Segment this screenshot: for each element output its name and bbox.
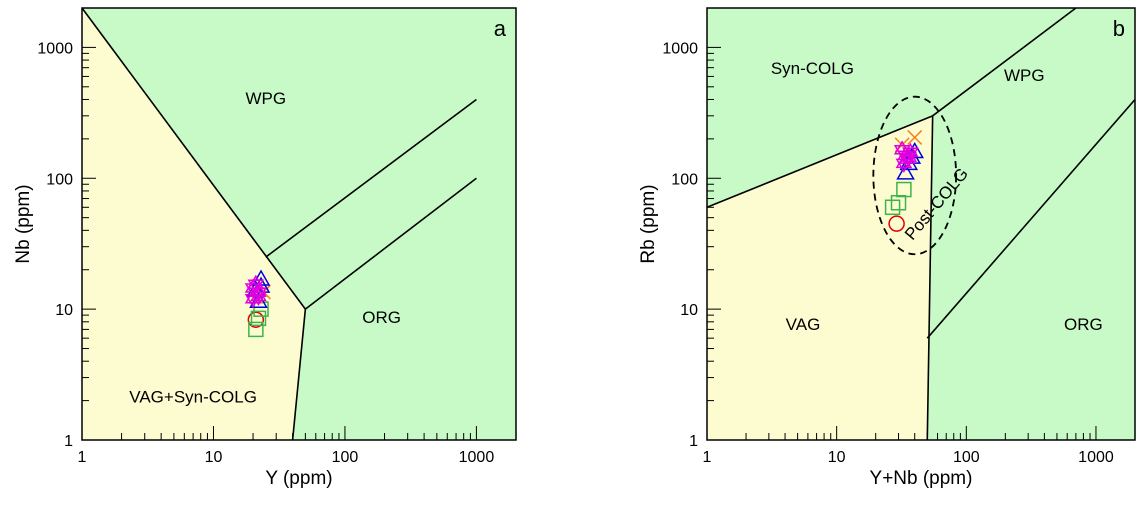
- data-point-square: [896, 181, 912, 198]
- post-colg-field-outline: [872, 95, 957, 256]
- plot-frame: [81, 7, 517, 441]
- y-tick-label: 10: [680, 302, 698, 319]
- x-tick-label: 1: [703, 449, 712, 466]
- data-point-circle: [247, 311, 265, 328]
- data-point-square: [884, 199, 901, 216]
- data-point-square: [250, 310, 267, 327]
- data-point-star: [900, 147, 918, 162]
- data-point-square: [248, 321, 264, 338]
- y-tick-label: 10: [55, 302, 73, 319]
- x-tick-label: 1000: [1078, 449, 1114, 466]
- y-tick-label: 1: [64, 433, 73, 450]
- plot-area: [707, 8, 1135, 440]
- y-tick-label: 1000: [37, 40, 73, 57]
- data-point-star: [902, 147, 919, 162]
- data-point-star: [250, 286, 267, 302]
- x-axis-title: Y+Nb (ppm): [870, 468, 973, 489]
- x-axis-title: Y (ppm): [265, 468, 332, 489]
- field-boundary-line: [304, 177, 477, 310]
- x-tick-label: 100: [332, 449, 359, 466]
- data-point-star: [902, 142, 919, 158]
- data-point-star: [895, 158, 913, 173]
- field-boundary-line: [707, 115, 933, 209]
- x-tick-label: 1: [78, 449, 87, 466]
- field-boundary-line: [926, 98, 1135, 339]
- y-tick-label: 100: [671, 171, 698, 188]
- plot-area: [82, 8, 516, 440]
- x-tick-label: 1000: [459, 449, 495, 466]
- panel-label: b: [1113, 16, 1125, 41]
- data-point-circle: [888, 215, 905, 232]
- y-axis-title: Rb (ppm): [638, 184, 659, 263]
- field-label-syn-colg: Syn-COLG: [771, 59, 854, 78]
- field-boundary-line: [291, 309, 307, 440]
- x-tick-label: 10: [205, 449, 223, 466]
- field-label-wpg: WPG: [1004, 66, 1045, 85]
- data-point-star: [244, 283, 262, 298]
- data-point-cross: [907, 129, 923, 145]
- field-boundary-line: [926, 115, 934, 440]
- x-tick-label: 100: [953, 449, 980, 466]
- data-markers: [884, 129, 925, 232]
- field-label-org: ORG: [362, 308, 401, 327]
- y-tick-label: 1000: [662, 40, 698, 57]
- x-tick-label: 10: [828, 449, 846, 466]
- data-point-triangle: [896, 163, 915, 180]
- data-point-star: [900, 152, 918, 167]
- plot-frame: [706, 7, 1136, 441]
- field-boundary-line: [932, 8, 1077, 117]
- chart-panel-a: WPG ORG VAG+Syn-COLG 1 10 100 1000 1 10 100 1000 Y …: [13, 7, 517, 489]
- data-point-square: [890, 194, 907, 211]
- field-label-vag: VAG: [786, 315, 821, 334]
- field-label-wpg: WPG: [245, 89, 286, 108]
- y-tick-label: 1: [689, 433, 698, 450]
- axis-ticks: [707, 46, 1097, 440]
- data-markers: [244, 269, 271, 338]
- field-label-vag: VAG+Syn-COLG: [129, 387, 257, 406]
- panel-label: a: [494, 16, 507, 41]
- field-fill-vag: [707, 115, 933, 440]
- axis-ticks: [82, 46, 477, 440]
- field-boundary-line: [265, 98, 477, 258]
- y-tick-label: 100: [46, 171, 73, 188]
- y-axis-title: Nb (ppm): [13, 184, 34, 263]
- field-label-org: ORG: [1064, 315, 1103, 334]
- field-boundary-line: [82, 8, 307, 310]
- data-point-star: [250, 291, 267, 306]
- data-point-star: [250, 282, 267, 297]
